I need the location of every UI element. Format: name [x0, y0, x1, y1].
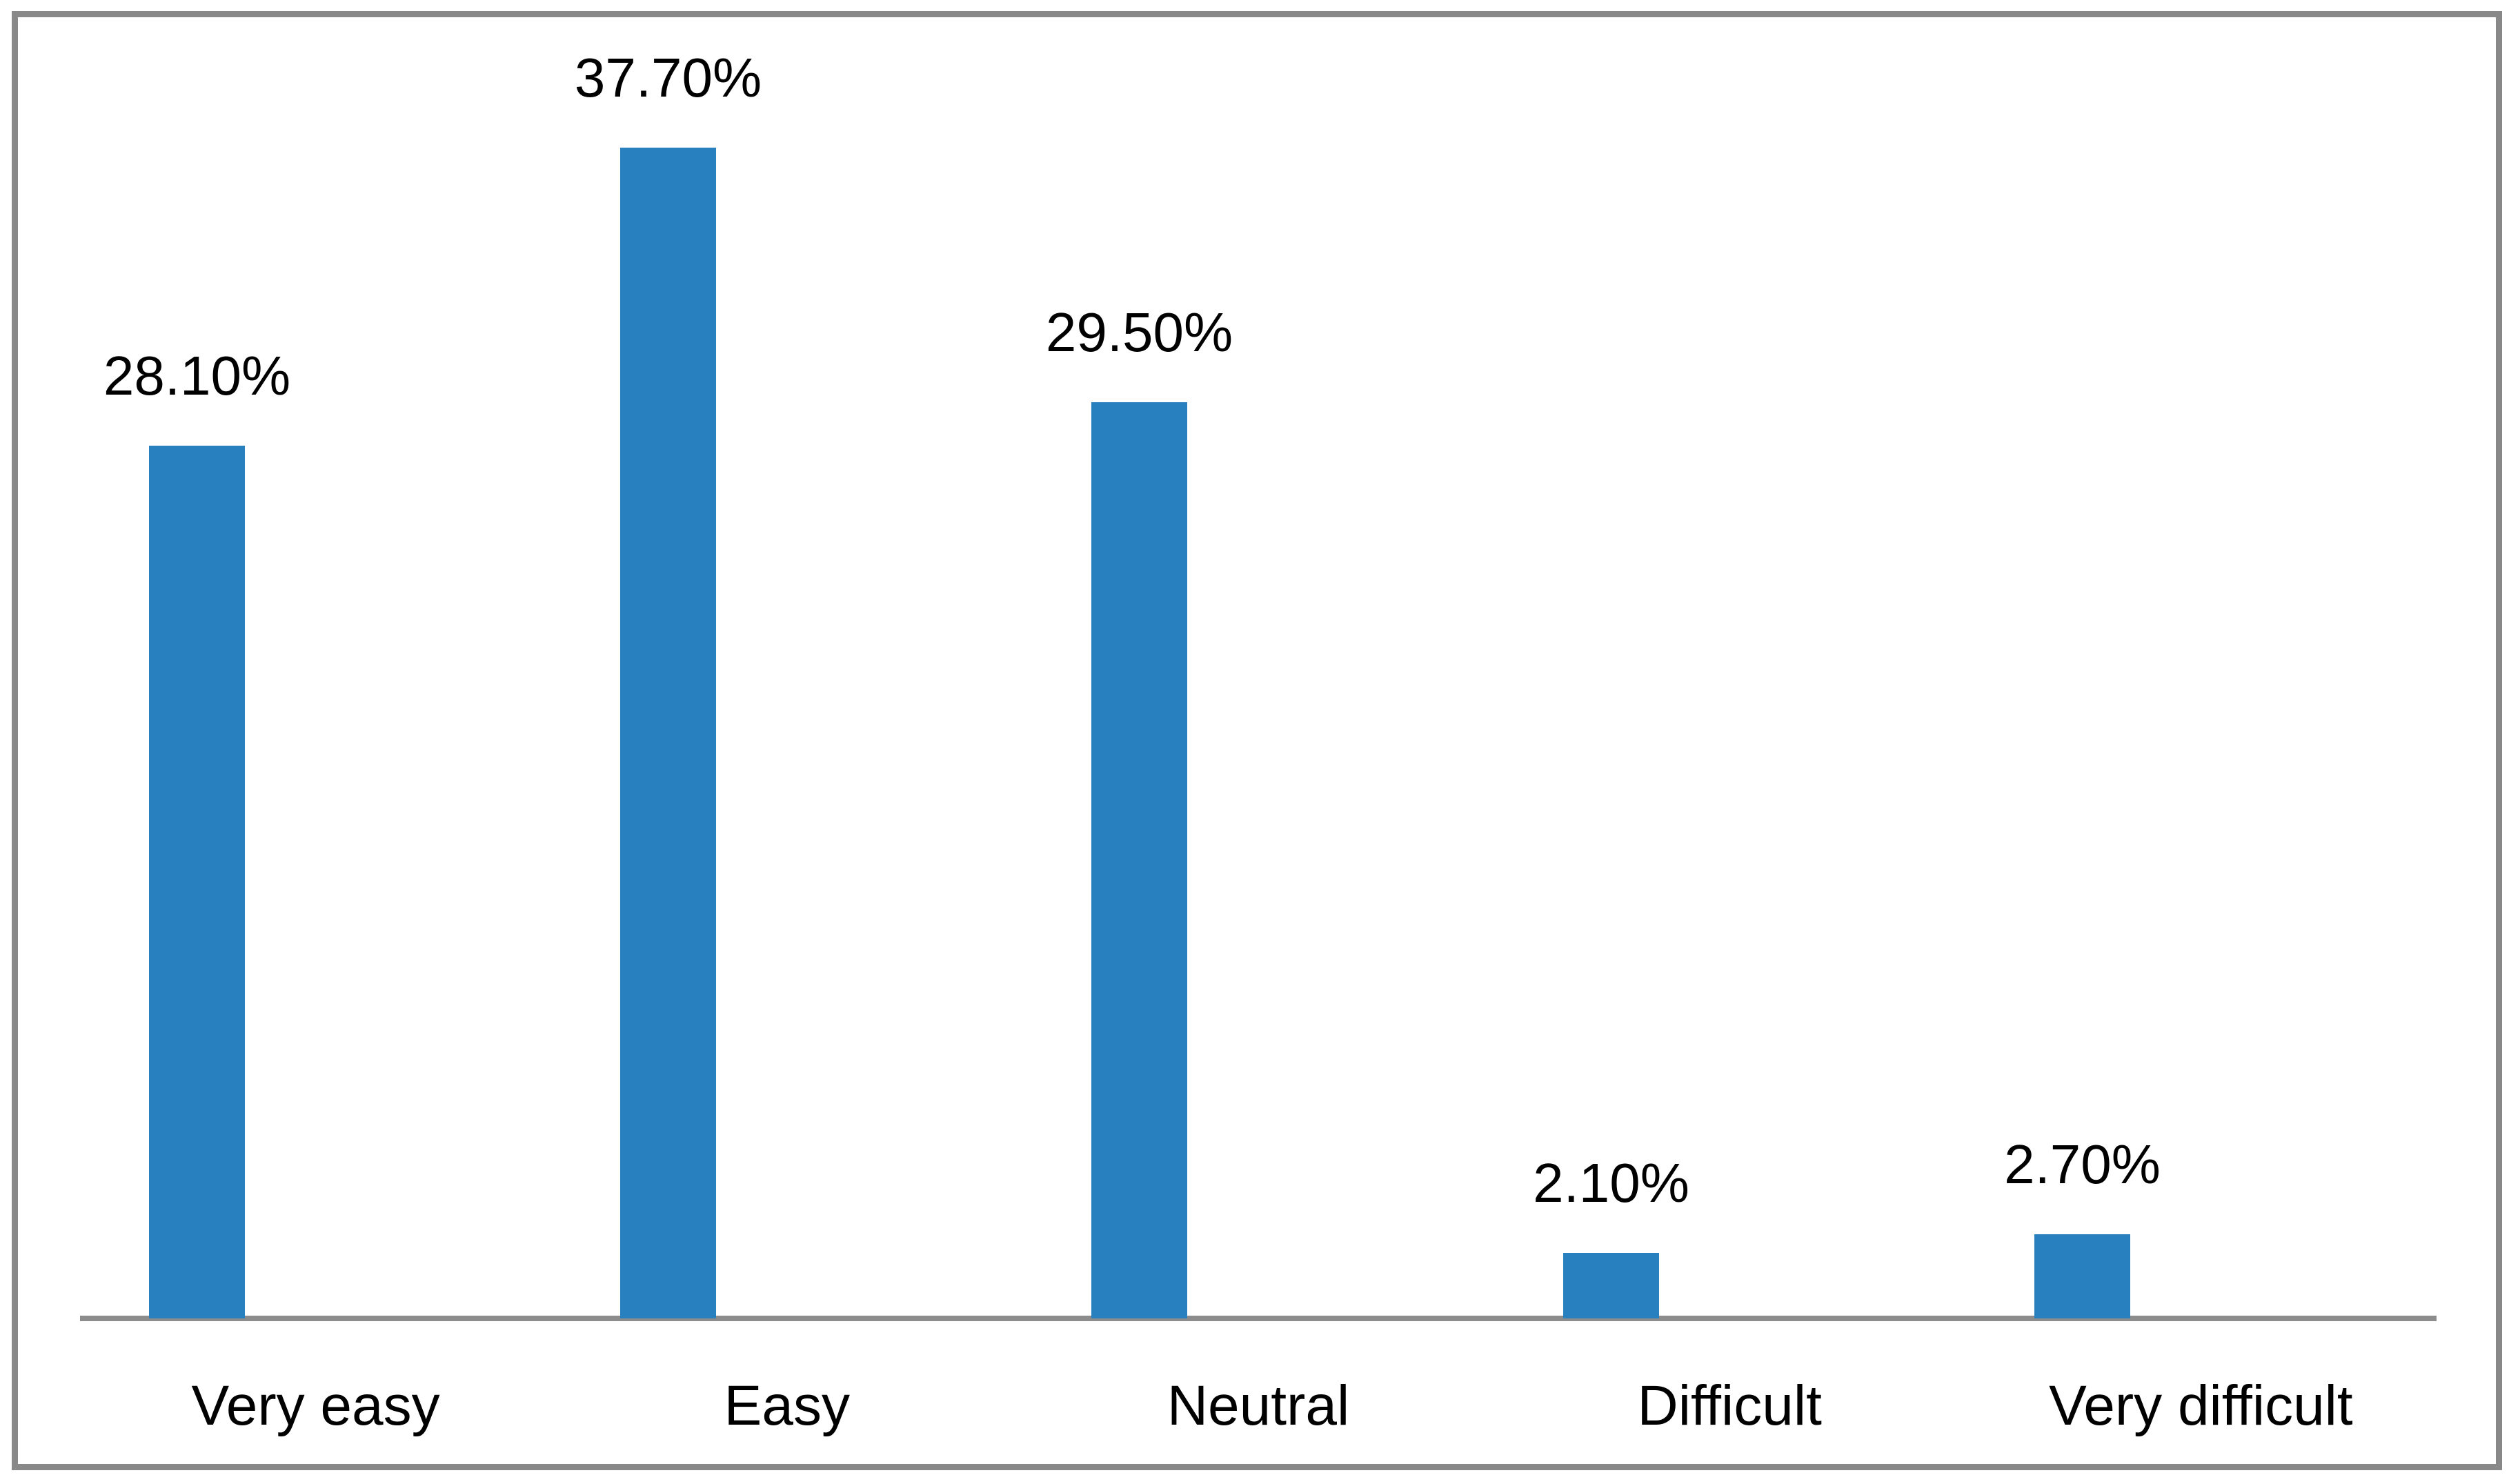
- data-label-easy: 37.70%: [574, 47, 762, 108]
- category-label-very-easy: Very easy: [191, 1374, 440, 1437]
- bar-difficult: [1563, 1253, 1659, 1318]
- data-label-very-easy: 28.10%: [103, 345, 291, 406]
- category-label-easy: Easy: [724, 1374, 850, 1437]
- x-axis-line: [80, 1316, 2437, 1321]
- bar-neutral: [1091, 402, 1187, 1318]
- bar-very-easy: [149, 446, 245, 1318]
- category-label-very-difficult: Very difficult: [2049, 1374, 2353, 1437]
- bar-very-difficult: [2034, 1234, 2130, 1318]
- category-label-difficult: Difficult: [1637, 1374, 1822, 1437]
- data-label-very-difficult: 2.70%: [2004, 1134, 2161, 1195]
- bar-easy: [620, 148, 716, 1318]
- data-label-difficult: 2.10%: [1533, 1152, 1689, 1214]
- data-label-neutral: 29.50%: [1045, 301, 1233, 363]
- chart-frame: [12, 11, 2502, 1470]
- category-label-neutral: Neutral: [1167, 1374, 1350, 1437]
